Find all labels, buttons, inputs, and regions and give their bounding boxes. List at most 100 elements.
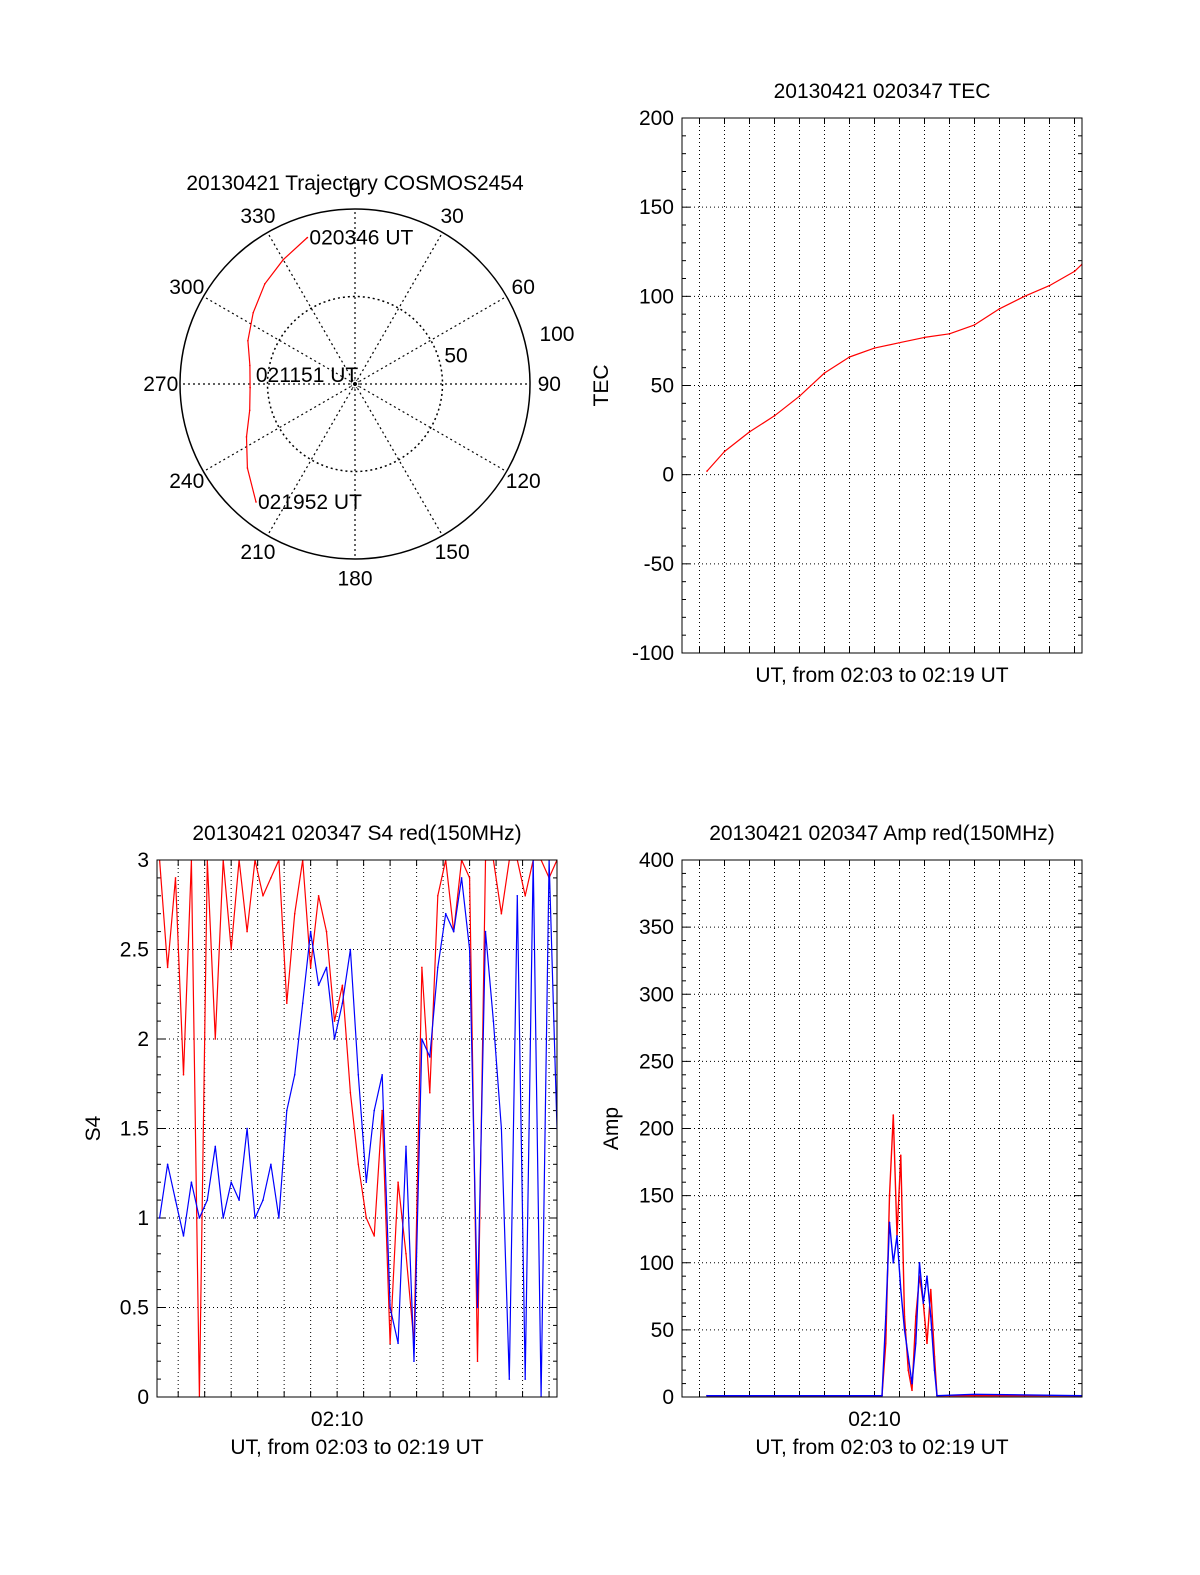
data-point-blue bbox=[914, 1342, 917, 1345]
data-point-blue bbox=[922, 1302, 925, 1304]
data-point-red bbox=[286, 1002, 288, 1004]
data-point-blue bbox=[325, 966, 328, 969]
trajectory-time-label: 021952 UT bbox=[258, 491, 362, 514]
data-point-blue bbox=[421, 1038, 423, 1040]
polar-angle-label: 300 bbox=[169, 276, 204, 299]
data-point-blue bbox=[214, 1145, 217, 1148]
trajectory-point bbox=[306, 236, 309, 239]
y-tick-label: 200 bbox=[639, 107, 674, 130]
data-point-blue bbox=[884, 1315, 887, 1318]
data-point-red bbox=[748, 431, 751, 433]
data-point-red bbox=[1023, 295, 1026, 298]
data-point-red bbox=[325, 930, 328, 933]
data-point-blue bbox=[286, 1109, 288, 1112]
polar-spoke bbox=[266, 383, 356, 536]
tec-panel: -100 -50 0 50 100 150 200 20130421 020347 TEC UT… bbox=[590, 80, 1083, 687]
data-point-blue bbox=[907, 1355, 910, 1358]
data-point-red bbox=[421, 966, 423, 969]
data-point-red bbox=[333, 1020, 336, 1022]
chart-title: 20130421 Trajectory COSMOS2454 bbox=[186, 172, 524, 195]
trajectory-point bbox=[246, 467, 249, 469]
data-point-red bbox=[524, 895, 527, 897]
data-point-blue bbox=[484, 930, 487, 933]
data-point-red bbox=[898, 341, 901, 344]
data-point-blue bbox=[706, 1394, 708, 1397]
data-point-red bbox=[429, 1091, 431, 1094]
data-point-red bbox=[948, 332, 951, 335]
x-tick-label: 02:10 bbox=[311, 1408, 364, 1431]
polar-angle-label: 150 bbox=[435, 541, 470, 564]
data-point-blue bbox=[911, 1382, 913, 1385]
plot-frame bbox=[156, 859, 558, 1398]
data-point-blue bbox=[460, 877, 463, 879]
y-tick-label: 0 bbox=[662, 1386, 674, 1409]
data-point-red bbox=[397, 1181, 399, 1183]
data-point-blue bbox=[158, 1217, 161, 1219]
data-point-red bbox=[214, 1038, 217, 1040]
polar-angle-label: 330 bbox=[240, 205, 275, 228]
data-point-red bbox=[798, 395, 801, 398]
polar-outer-ring bbox=[179, 208, 531, 560]
polar-angle-label: 210 bbox=[240, 541, 275, 564]
y-tick-label: 100 bbox=[639, 1252, 674, 1275]
chart-title: 20130421 020347 Amp red(150MHz) bbox=[709, 822, 1055, 845]
y-tick-label: 250 bbox=[639, 1050, 674, 1073]
data-point-red bbox=[903, 1315, 906, 1318]
data-point-red bbox=[174, 877, 177, 879]
data-point-blue bbox=[190, 1181, 193, 1183]
trajectory-point bbox=[247, 339, 249, 342]
polar-spoke bbox=[354, 295, 507, 385]
data-point-blue bbox=[903, 1329, 906, 1331]
trajectory-panel: 0 30 60 90 120 150 180 210 240 270 300 330 50 100 0203… bbox=[143, 172, 574, 590]
data-point-red bbox=[182, 1074, 185, 1076]
data-point-red bbox=[230, 948, 232, 951]
data-point-blue bbox=[476, 1306, 479, 1309]
data-point-red bbox=[998, 308, 1001, 310]
data-point-blue bbox=[892, 1261, 895, 1264]
polar-spoke bbox=[354, 383, 444, 536]
data-point-red bbox=[476, 1360, 479, 1362]
data-point-blue bbox=[452, 930, 455, 933]
data-point-red bbox=[166, 966, 169, 969]
data-point-red bbox=[884, 1342, 887, 1345]
data-point-blue bbox=[349, 948, 352, 951]
trajectory-point bbox=[282, 258, 285, 261]
amp-panel: 0 50 100 150 200 250 300 350 400 02:10 20130421 02… bbox=[600, 822, 1083, 1459]
data-point-blue bbox=[246, 1127, 248, 1130]
data-point-red bbox=[270, 877, 272, 879]
data-point-blue bbox=[357, 1074, 360, 1076]
polar-spoke bbox=[354, 232, 444, 385]
y-tick-label: 1 bbox=[137, 1207, 149, 1230]
data-point-blue bbox=[238, 1199, 240, 1201]
y-tick-label: 1.5 bbox=[120, 1118, 149, 1141]
polar-spoke bbox=[203, 295, 356, 385]
data-point-red bbox=[1073, 270, 1076, 273]
data-point-blue bbox=[823, 1394, 826, 1397]
data-point-red bbox=[405, 1253, 407, 1255]
data-point-red bbox=[365, 1217, 368, 1219]
data-point-red bbox=[1048, 284, 1051, 287]
polar-angle-label: 30 bbox=[440, 205, 463, 228]
polar-radial-label: 100 bbox=[539, 323, 574, 346]
data-point-red bbox=[389, 1342, 391, 1345]
x-axis-label: UT, from 02:03 to 02:19 UT bbox=[755, 664, 1008, 687]
polar-spoke bbox=[203, 383, 356, 473]
data-point-blue bbox=[429, 1056, 431, 1058]
data-point-red bbox=[911, 1389, 913, 1392]
x-axis-label: UT, from 02:03 to 02:19 UT bbox=[755, 1436, 1008, 1459]
data-point-red bbox=[381, 1109, 383, 1112]
trajectory-point bbox=[255, 501, 257, 503]
polar-radial-label: 50 bbox=[444, 345, 467, 368]
y-axis-label: S4 bbox=[82, 1115, 105, 1141]
series-line-blue bbox=[707, 1221, 1082, 1397]
plot-frame bbox=[681, 117, 1083, 654]
trajectory-point bbox=[249, 364, 251, 367]
data-point-red bbox=[873, 347, 876, 349]
data-point-red bbox=[923, 336, 926, 339]
y-tick-label: 100 bbox=[639, 285, 674, 308]
polar-ring-50 bbox=[266, 295, 444, 473]
polar-angle-label: 90 bbox=[538, 373, 561, 396]
y-tick-label: 350 bbox=[639, 916, 674, 939]
polar-angle-label: 0 bbox=[349, 179, 361, 202]
data-point-red bbox=[349, 1091, 352, 1094]
